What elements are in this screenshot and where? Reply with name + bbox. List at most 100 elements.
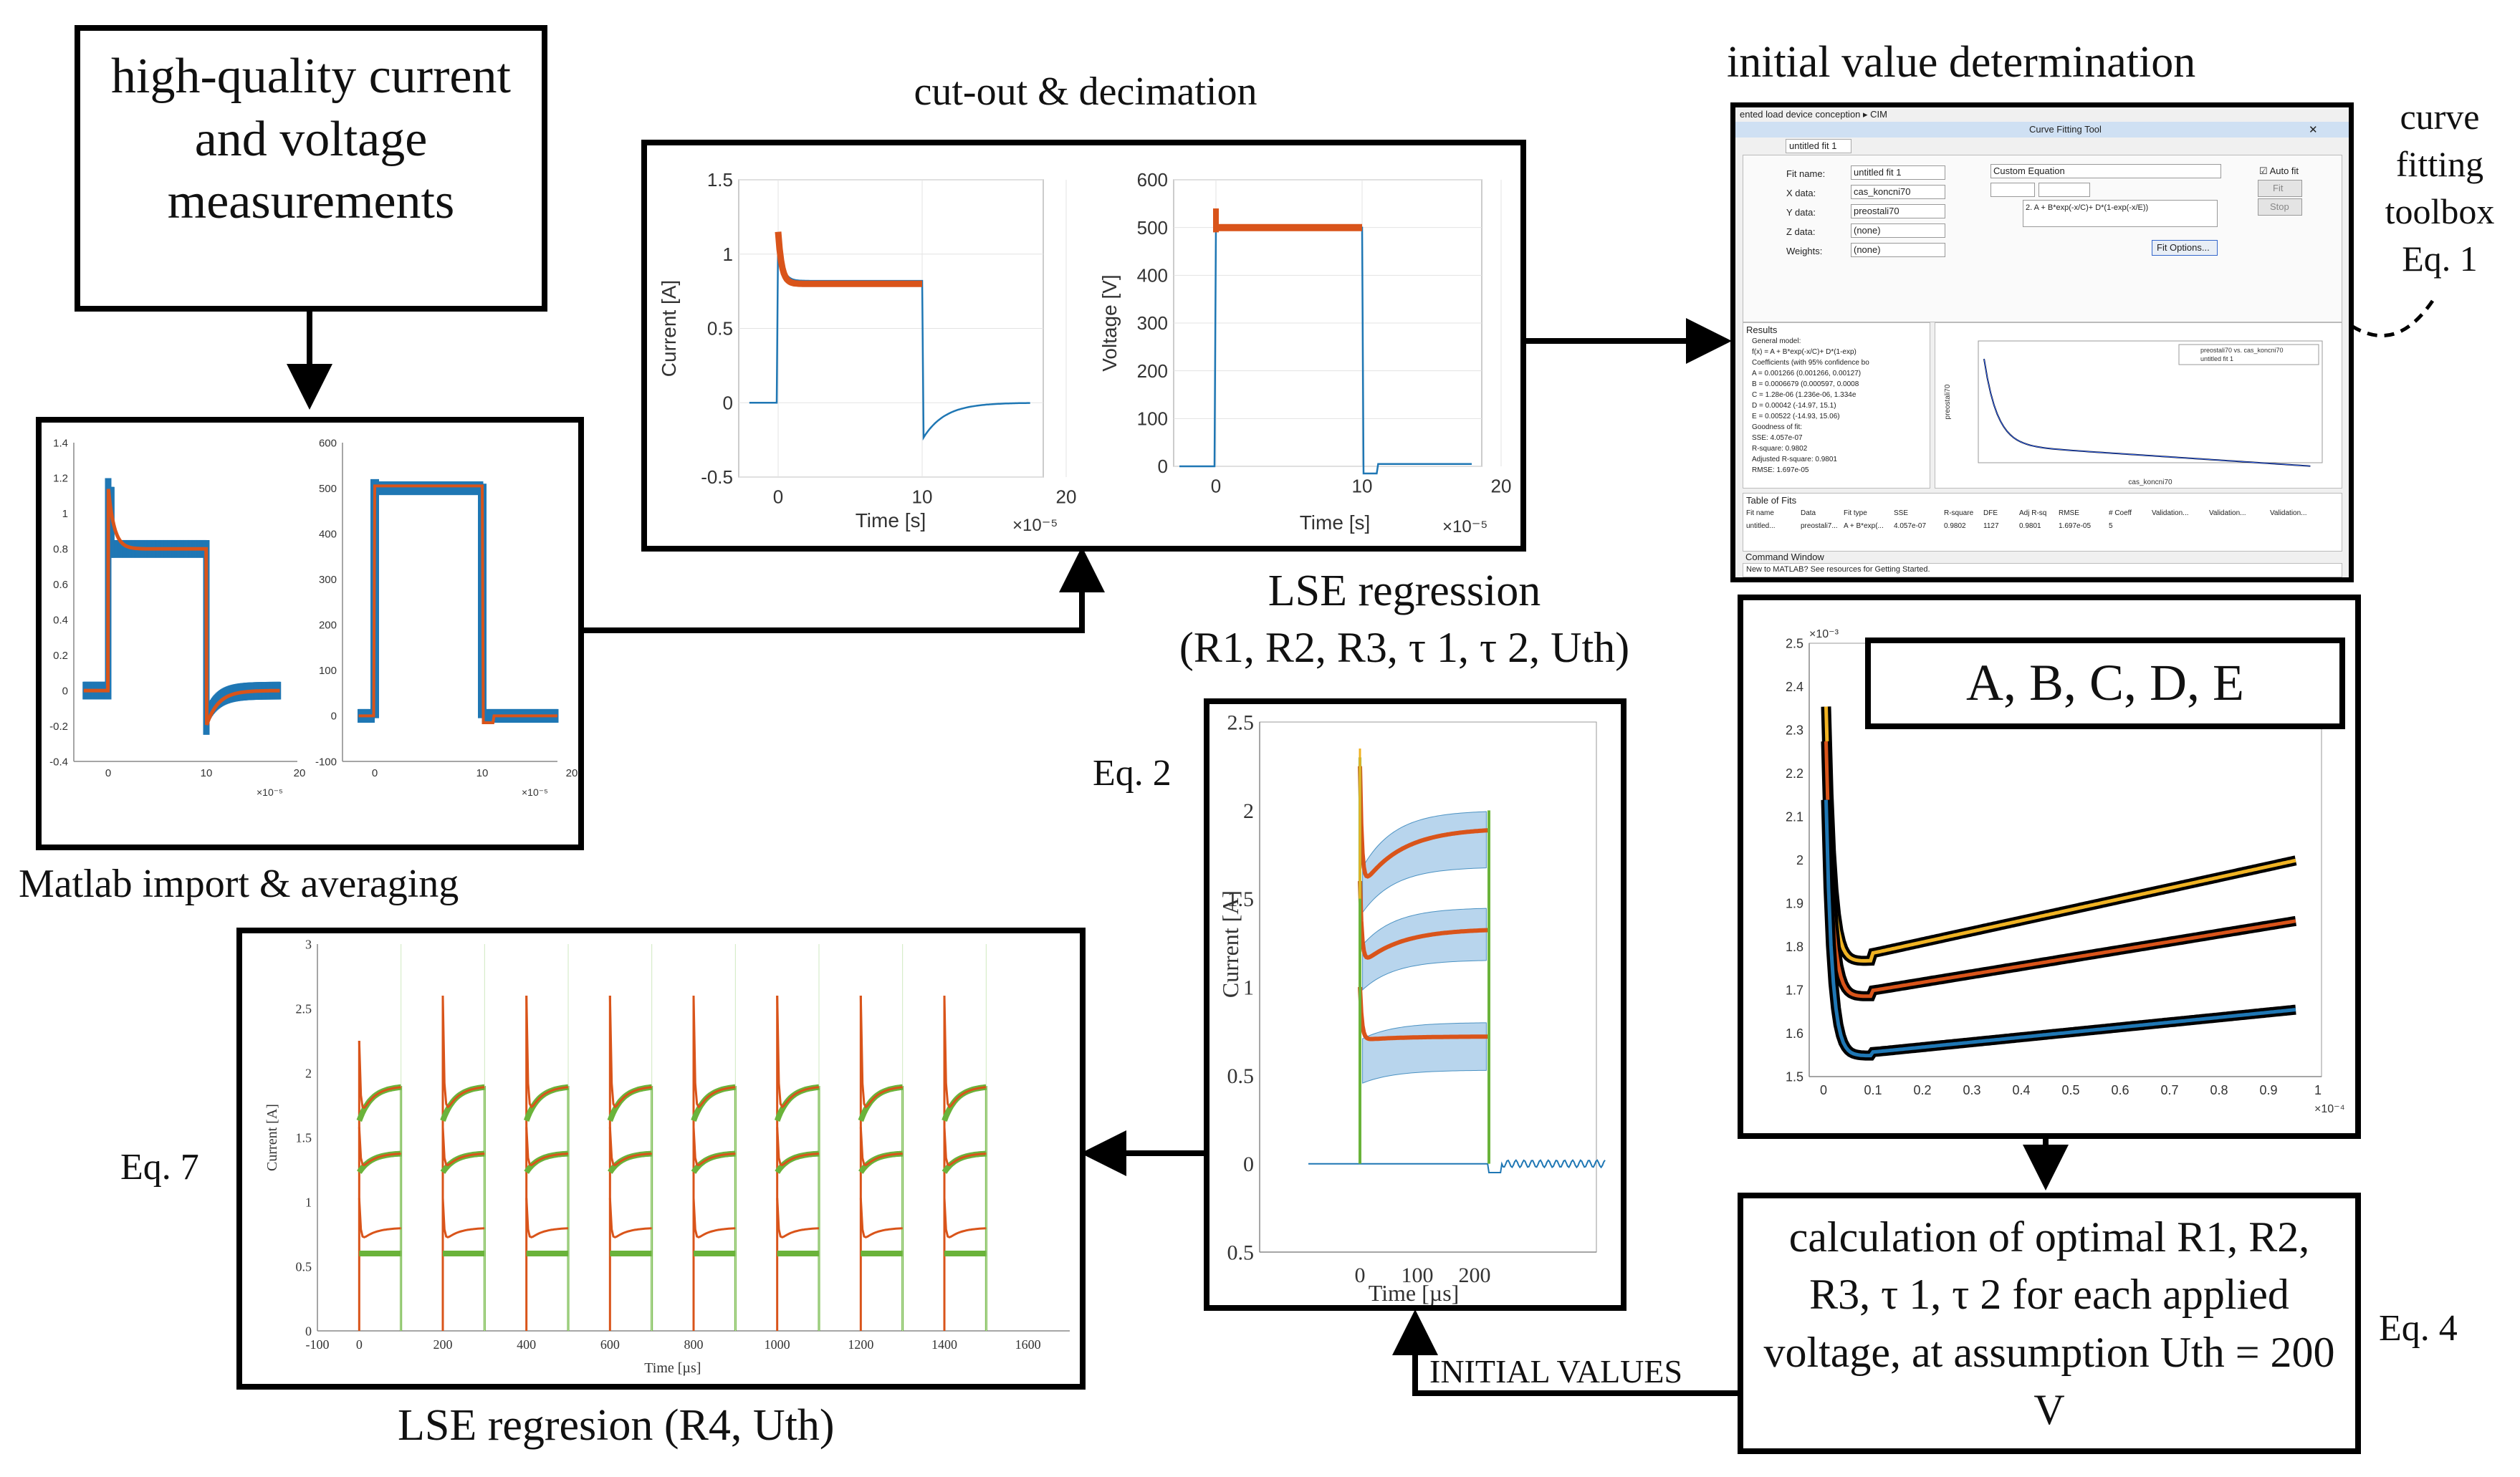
y-tick-label: 2.1 bbox=[1786, 809, 1803, 824]
table-header-cell[interactable]: Data bbox=[1801, 509, 1816, 517]
y-tick-label: 0.6 bbox=[53, 579, 68, 591]
y-data-select[interactable]: preostali70 bbox=[1851, 204, 1945, 218]
table-header-cell[interactable]: R-square bbox=[1944, 509, 1974, 517]
y-axis-label: Voltage [V] bbox=[1098, 274, 1121, 371]
x-tick-label: 0 bbox=[1211, 475, 1221, 496]
y-tick-label: 0 bbox=[1158, 456, 1168, 477]
table-header-cell[interactable]: Adj R-sq bbox=[2019, 509, 2047, 517]
y-tick-label: 2.5 bbox=[1786, 636, 1803, 650]
z-data-select[interactable]: (none) bbox=[1851, 223, 1945, 238]
table-header-cell[interactable]: # Coeff bbox=[2109, 509, 2132, 517]
initial-values-label: INITIAL VALUES bbox=[1429, 1353, 1683, 1390]
exp-label: ×10⁻⁵ bbox=[1012, 516, 1058, 535]
cutout-voltage-chart: 600 500 400 300 200 100 0 0 10 20 Time [s] Voltage … bbox=[1098, 169, 1511, 537]
x-tick-label: 0 bbox=[356, 1337, 363, 1352]
measurement-band bbox=[358, 481, 559, 723]
x-tick-label: 600 bbox=[600, 1337, 620, 1352]
confidence-band bbox=[1362, 811, 1487, 914]
x-tick-label: 20 bbox=[566, 767, 578, 779]
table-cell[interactable]: 1127 bbox=[1983, 522, 1999, 530]
equation-type-select[interactable]: Custom Equation bbox=[1990, 164, 2221, 178]
table-cell[interactable]: 1.697e-05 bbox=[2059, 522, 2092, 530]
fitted-curve bbox=[441, 995, 485, 1109]
table-header-cell[interactable]: DFE bbox=[1983, 509, 1998, 517]
z-data-label: Z data: bbox=[1786, 226, 1816, 237]
equation-input[interactable]: 2. A + B*exp(-x/C)+ D*(1-exp(-x/E)) bbox=[2023, 200, 2218, 227]
x-tick-label: 1600 bbox=[1015, 1337, 1041, 1352]
table-cell[interactable]: 4.057e-07 bbox=[1894, 522, 1927, 530]
table-header-cell[interactable]: RMSE bbox=[2059, 509, 2079, 517]
table-title: Table of Fits bbox=[1746, 495, 1797, 506]
table-header-cell[interactable]: Validation... bbox=[2152, 509, 2189, 517]
average-current-line bbox=[83, 489, 280, 726]
initial-label: initial value determination bbox=[1727, 38, 2196, 87]
y-tick-label: 2.2 bbox=[1786, 766, 1803, 781]
table-cell[interactable]: 0.9802 bbox=[1944, 522, 1966, 530]
toolbox-plot: cas_koncni70 preostali70 preostali70 vs. c… bbox=[1944, 340, 2323, 486]
import-voltage-chart: 600 500 400 300 200 100 0 -100 0 10 20 ×10⁻⁵ bbox=[315, 437, 578, 798]
data-points-yellow bbox=[1821, 706, 2297, 966]
fitted-curve bbox=[859, 995, 903, 1109]
x-tick-label: 0.3 bbox=[1963, 1083, 1980, 1097]
table-header-cell[interactable]: Validation... bbox=[2270, 509, 2307, 517]
table-header-cell[interactable]: Fit name bbox=[1746, 509, 1774, 517]
fit-name-input[interactable]: untitled fit 1 bbox=[1851, 165, 1945, 180]
results-line: R-square: 0.9802 bbox=[1752, 445, 1808, 453]
fitted-curve bbox=[692, 1198, 736, 1238]
fit-options-button[interactable]: Fit Options... bbox=[2152, 240, 2218, 256]
y-tick-label: 600 bbox=[1137, 169, 1168, 191]
equation-x-field[interactable] bbox=[2038, 183, 2090, 197]
y-tick-label: 600 bbox=[319, 437, 337, 449]
table-cell[interactable]: 5 bbox=[2109, 522, 2113, 530]
fit-button[interactable]: Fit bbox=[2258, 180, 2302, 197]
results-line: Coefficients (with 95% confidence bo bbox=[1752, 359, 1869, 367]
calc-text: calculation of optimal R1, R2, R3, τ 1, … bbox=[1763, 1213, 2335, 1434]
fitted-curve bbox=[692, 1127, 736, 1167]
table-header-cell[interactable]: Fit type bbox=[1844, 509, 1867, 517]
x-tick-label: 0.8 bbox=[2210, 1083, 2228, 1097]
y-tick-label: 0.5 bbox=[1227, 1064, 1255, 1088]
plot-frame bbox=[1259, 721, 1597, 1253]
lse2-box: 3 2.5 2 1.5 1 0.5 0 -100 0 200 400 600 800 1000 1200 14… bbox=[236, 928, 1086, 1390]
table-header-cell[interactable]: SSE bbox=[1894, 509, 1909, 517]
table-header-cell[interactable]: Validation... bbox=[2209, 509, 2246, 517]
table-cell[interactable]: preostali7... bbox=[1801, 522, 1838, 530]
results-line: B = 0.0006679 (0.000597, 0.0008 bbox=[1752, 380, 1859, 388]
y-tick-label: 0.2 bbox=[53, 650, 68, 662]
y-tick-label: 500 bbox=[319, 483, 337, 495]
tab-fit-label: untitled fit 1 bbox=[1789, 140, 1837, 151]
equation-y-field[interactable] bbox=[1990, 183, 2035, 197]
toolbox-breadcrumb: ented load device conception ▸ CIM bbox=[1740, 109, 1887, 120]
exp-label: ×10⁻⁵ bbox=[257, 786, 283, 798]
current-decimated-line bbox=[775, 231, 922, 287]
close-icon[interactable]: ✕ bbox=[2309, 124, 2318, 136]
x-tick-label: 1400 bbox=[931, 1337, 957, 1352]
x-data-label: X data: bbox=[1786, 188, 1816, 198]
table-cell[interactable]: 0.9801 bbox=[2019, 522, 2041, 530]
weights-select[interactable]: (none) bbox=[1851, 243, 1945, 257]
lse1-params: (R1, R2, R3, τ 1, τ 2, Uth) bbox=[1179, 624, 1630, 671]
import-current-chart: 1.4 1.2 1 0.8 0.6 0.4 0.2 0 -0.2 -0.4 0 10 20 ×10⁻⁵ bbox=[49, 437, 305, 798]
y-tick-label: 1.9 bbox=[1786, 896, 1803, 910]
fitted-curve bbox=[692, 995, 736, 1109]
results-line: SSE: 4.057e-07 bbox=[1752, 434, 1803, 442]
fitted-curve bbox=[943, 1198, 987, 1238]
legend-item: untitled fit 1 bbox=[2200, 355, 2233, 362]
command-window[interactable]: New to MATLAB? See resources for Getting… bbox=[1743, 563, 2342, 577]
toolbox-note: curve fitting toolbox Eq. 1 bbox=[2385, 97, 2495, 279]
tab-fit[interactable]: untitled fit 1 bbox=[1786, 139, 1851, 153]
table-cell[interactable]: A + B*exp(... bbox=[1844, 522, 1884, 530]
auto-fit-checkbox[interactable]: ☑ Auto fit bbox=[2259, 165, 2299, 176]
y-tick-label: 0 bbox=[1243, 1153, 1254, 1176]
stop-button[interactable]: Stop bbox=[2258, 198, 2302, 216]
table-cell[interactable]: untitled... bbox=[1746, 522, 1776, 530]
y-tick-label: 2.3 bbox=[1786, 723, 1803, 737]
x-tick-label: -100 bbox=[306, 1337, 330, 1352]
y-tick-label: 1.5 bbox=[707, 169, 733, 191]
weights-label: Weights: bbox=[1786, 246, 1823, 256]
x-data-select[interactable]: cas_koncni70 bbox=[1851, 185, 1945, 199]
fitted-curve bbox=[525, 1198, 569, 1238]
x-tick-label: 0.6 bbox=[2111, 1083, 2129, 1097]
x-axis-label: Time [µs] bbox=[1369, 1280, 1460, 1305]
